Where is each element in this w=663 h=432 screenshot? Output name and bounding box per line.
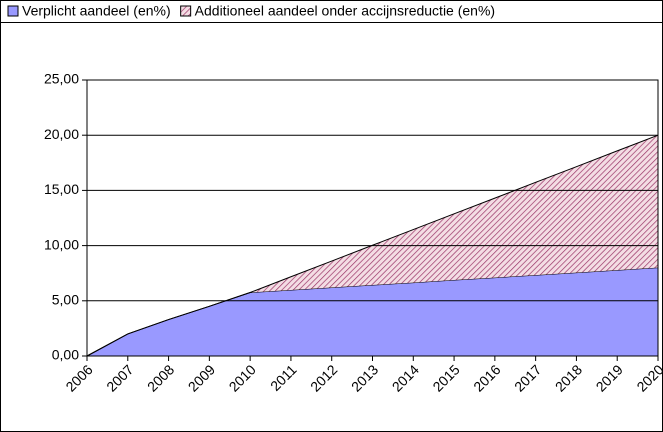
legend-swatch — [7, 5, 19, 17]
y-tick-label: 5,00 — [52, 292, 79, 308]
area — [87, 267, 658, 356]
y-tick-label: 10,00 — [44, 236, 79, 252]
legend-swatch — [180, 5, 192, 17]
legend-label: Verplicht aandeel (en%) — [22, 3, 171, 19]
y-tick-label: 25,00 — [44, 71, 79, 87]
legend-label: Additioneel aandeel onder accijnsreducti… — [195, 3, 495, 19]
y-tick-label: 15,00 — [44, 181, 79, 197]
y-tick-label: 20,00 — [44, 126, 79, 142]
y-tick-label: 0,00 — [52, 347, 79, 363]
